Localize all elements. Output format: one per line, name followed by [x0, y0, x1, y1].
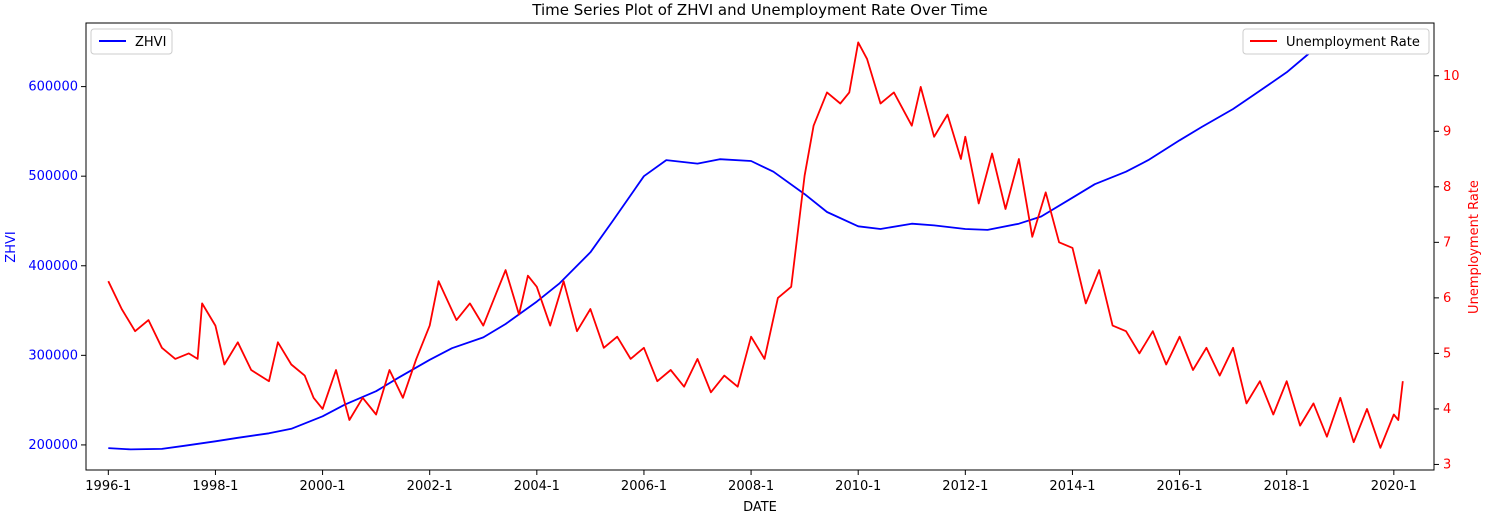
- y-left-tick-label: 500000: [28, 169, 78, 184]
- x-tick-label: 2016-1: [1157, 479, 1203, 494]
- zhvi-line: [108, 34, 1403, 451]
- x-tick-label: 2000-1: [300, 479, 346, 494]
- y-right-tick-label: 4: [1443, 402, 1451, 417]
- unemployment-rate-line: [107, 41, 1404, 449]
- y-left-tick-label: 300000: [28, 348, 78, 363]
- x-tick-label: 2010-1: [835, 479, 881, 494]
- legend-right-box: [1242, 28, 1430, 55]
- y-right-tick-label: 10: [1443, 69, 1460, 84]
- x-tick-label: 2014-1: [1049, 479, 1095, 494]
- x-tick-label: 2008-1: [728, 479, 774, 494]
- y-left-tick-label: 400000: [28, 259, 78, 274]
- legend-right-label: Unemployment Rate: [1286, 35, 1420, 50]
- plot-area-frame: [85, 22, 1435, 471]
- chart-title: Time Series Plot of ZHVI and Unemploymen…: [531, 1, 987, 19]
- y-left-tick-label: 200000: [28, 438, 78, 453]
- y-right-tick-label: 7: [1443, 235, 1451, 250]
- x-tick-label: 2012-1: [942, 479, 988, 494]
- y-right-tick-label: 6: [1443, 291, 1451, 306]
- y-right-tick-label: 8: [1443, 180, 1451, 195]
- legend-left-label: ZHVI: [135, 35, 166, 50]
- x-tick-label: 1996-1: [85, 479, 131, 494]
- y-axis-right-label: Unemployment Rate: [1467, 180, 1482, 314]
- x-tick-label: 1998-1: [192, 479, 238, 494]
- x-tick-label: 2020-1: [1371, 479, 1417, 494]
- x-axis-label: DATE: [743, 500, 777, 515]
- x-tick-label: 2004-1: [514, 479, 560, 494]
- y-right-tick-label: 3: [1443, 457, 1451, 472]
- x-tick-label: 2002-1: [407, 479, 453, 494]
- y-right-tick-label: 5: [1443, 346, 1451, 361]
- y-left-tick-label: 600000: [28, 80, 78, 95]
- y-axis-left: 200000 300000 400000 500000 600000: [28, 80, 86, 453]
- x-tick-label: 2018-1: [1264, 479, 1310, 494]
- legend-left-box: [90, 28, 173, 55]
- y-right-tick-label: 9: [1443, 124, 1451, 139]
- x-axis: 1996-1 1998-1 2000-1 2002-1 2004-1 2006-1 2008…: [85, 470, 1417, 494]
- x-tick-label: 2006-1: [621, 479, 667, 494]
- legend-right: Unemployment Rate: [1242, 28, 1430, 55]
- y-axis-right: 3 4 5 6 7 8 9 10: [1434, 69, 1460, 472]
- series-layer: [107, 34, 1404, 451]
- legend-left: ZHVI: [90, 28, 173, 55]
- y-axis-left-label: ZHVI: [4, 231, 19, 262]
